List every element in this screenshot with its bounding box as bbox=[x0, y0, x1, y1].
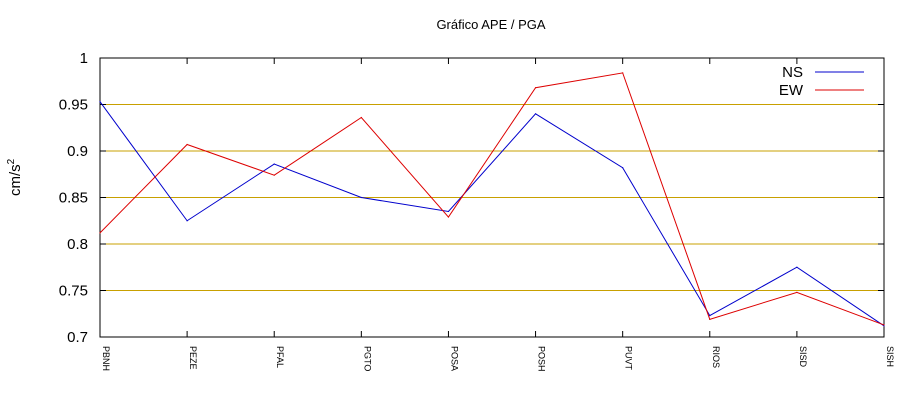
x-tick-label: PBNH bbox=[101, 346, 111, 371]
x-tick-label: PEZE bbox=[188, 346, 198, 370]
y-tick-label: 0.95 bbox=[59, 97, 88, 114]
legend-label: NS bbox=[782, 64, 803, 81]
data-point bbox=[186, 143, 188, 146]
chart-title: Gráfico APE / PGA bbox=[436, 17, 546, 32]
x-tick-label: PFAL bbox=[275, 346, 285, 368]
x-tick-label: SISH bbox=[885, 346, 895, 367]
series-line-ns bbox=[99, 101, 885, 327]
y-tick-label: 0.85 bbox=[59, 190, 88, 207]
data-point bbox=[99, 232, 101, 234]
data-point bbox=[99, 101, 101, 103]
y-tick-label: 0.75 bbox=[59, 283, 88, 300]
data-point bbox=[622, 167, 624, 169]
data-point bbox=[622, 72, 624, 74]
data-point bbox=[186, 220, 188, 222]
x-tick-label: POSA bbox=[449, 346, 459, 371]
x-tick-label: POSH bbox=[537, 346, 547, 372]
data-point bbox=[447, 216, 450, 218]
y-tick-label: 0.7 bbox=[67, 329, 88, 346]
series-line-ew bbox=[99, 72, 885, 326]
x-tick-label: PUVT bbox=[624, 346, 634, 371]
legend-label: EW bbox=[779, 82, 804, 99]
data-point bbox=[796, 266, 798, 268]
data-point bbox=[709, 315, 711, 317]
data-point bbox=[447, 210, 450, 213]
data-point bbox=[709, 318, 711, 320]
y-tick-label: 0.8 bbox=[67, 236, 88, 253]
x-tick-label: PGTO bbox=[362, 346, 372, 371]
y-tick-label: 0.9 bbox=[67, 143, 88, 160]
y-tick-label: 1 bbox=[80, 50, 88, 67]
data-point bbox=[534, 113, 537, 115]
data-point bbox=[534, 87, 537, 89]
data-point bbox=[360, 196, 362, 199]
data-point bbox=[273, 163, 275, 165]
x-tick-label: RIOS bbox=[711, 346, 721, 368]
data-point bbox=[883, 325, 885, 327]
data-point bbox=[360, 116, 362, 119]
data-point bbox=[796, 291, 798, 293]
data-point bbox=[273, 174, 275, 176]
data-point bbox=[883, 324, 885, 326]
x-tick-label: SISD bbox=[798, 346, 808, 368]
